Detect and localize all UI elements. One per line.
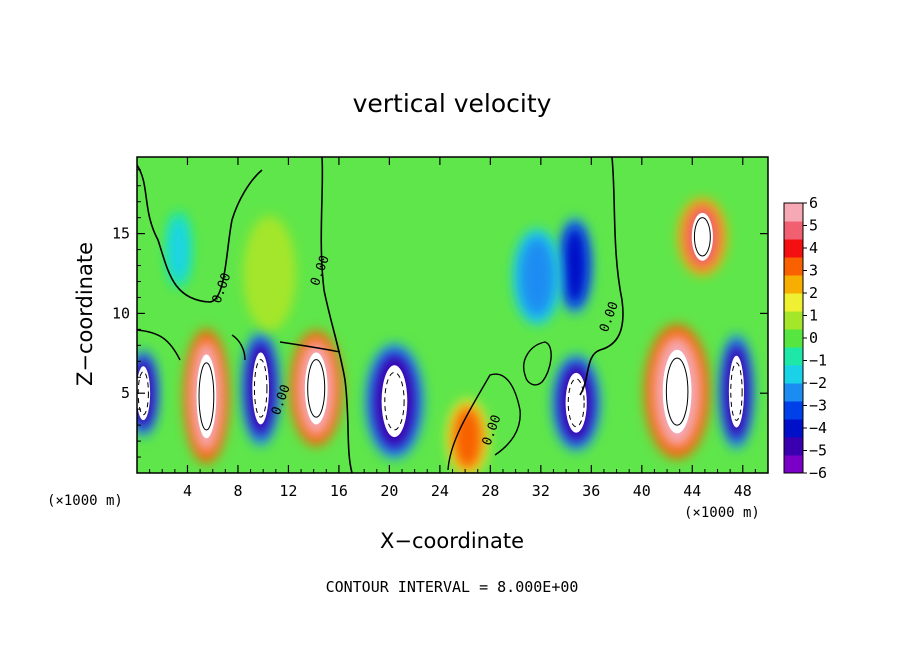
field-cell-contour — [693, 217, 711, 257]
zero-contour-line — [137, 164, 263, 303]
colorbar-band — [784, 275, 803, 294]
y-axis-label: Z−coordinate — [73, 242, 97, 386]
x-tick-label: 36 — [582, 482, 600, 500]
x-tick-label: 48 — [734, 482, 752, 500]
field-cell — [452, 405, 483, 470]
y-tick-label: 10 — [112, 304, 130, 322]
x-axis-ticks: 4 8 12 16 20 24 28 32 36 40 44 48 — [149, 157, 756, 500]
colorbar-band — [784, 257, 803, 276]
x-tick-label: 28 — [481, 482, 499, 500]
colorbar-tick-label: 4 — [809, 239, 818, 257]
colorbar-band — [784, 419, 803, 438]
field-cell-core — [662, 349, 692, 434]
zero-contours — [137, 157, 624, 473]
plot-area: 0.000.000.000.000.00 4 8 12 16 20 24 28 32 36 40 4… — [112, 156, 769, 500]
colorbar-tick-label: −2 — [809, 374, 827, 392]
x-tick-label: 44 — [683, 482, 701, 500]
colorbar-tick-label: 1 — [809, 307, 818, 325]
colorbar-band — [784, 383, 803, 402]
x-tick-label: 12 — [279, 482, 297, 500]
colorbar-band — [784, 221, 803, 240]
x-tick-label: 16 — [330, 482, 348, 500]
x-unit-label-right: (×1000 m) — [684, 505, 760, 521]
field-cell-core — [304, 352, 328, 425]
field-cell-contour — [567, 378, 585, 428]
x-axis-label: X−coordinate — [380, 529, 524, 553]
field-cell-core — [565, 372, 587, 433]
colorbar-band — [784, 203, 803, 222]
colorbar-band — [784, 455, 803, 474]
colorbar-tick-label: 6 — [809, 194, 818, 212]
x-tick-label: 24 — [431, 482, 449, 500]
field-cell — [562, 225, 588, 306]
field-cell-core — [691, 212, 713, 261]
field-cell-contour — [384, 371, 405, 431]
field-cell-contour — [730, 362, 743, 421]
contour-labels: 0.000.000.000.000.00 — [210, 253, 622, 447]
y-tick-label: 5 — [121, 384, 130, 402]
colorbar-tick-label: 0 — [809, 329, 818, 347]
colorbar-tick-label: −3 — [809, 397, 827, 415]
field-cell-core — [381, 365, 408, 438]
x-tick-label: 32 — [532, 482, 550, 500]
field-cell-contour — [307, 359, 326, 418]
zero-contour-line — [523, 341, 552, 386]
colorbar-band — [784, 437, 803, 456]
colorbar-tick-label: −5 — [809, 442, 827, 460]
colorbar-tick-label: −1 — [809, 352, 827, 370]
colorbar-band — [784, 347, 803, 366]
field-cells — [137, 198, 754, 473]
zero-contour-line — [447, 373, 521, 471]
x-tick-label: 40 — [633, 482, 651, 500]
zero-contour-line — [579, 157, 624, 396]
colorbar-band — [784, 293, 803, 312]
x-tick-label: 20 — [380, 482, 398, 500]
y-tick-label: 15 — [112, 225, 130, 243]
colorbar-tick-label: 2 — [809, 284, 818, 302]
colorbar-tick-label: −4 — [809, 419, 827, 437]
field-cell-contour — [253, 359, 268, 418]
colorbar: 6 5 4 3 2 1 0 −1 −2 −3 −4 −5 −6 — [783, 194, 827, 482]
x-tick-label: 4 — [183, 482, 192, 500]
y-axis-ticks: 5 10 15 — [112, 169, 768, 458]
field-cell-contour — [665, 357, 689, 426]
colorbar-band — [784, 311, 803, 330]
colorbar-band — [784, 239, 803, 258]
field-cell — [169, 217, 189, 282]
field-cell — [250, 225, 289, 322]
zero-contour-line — [137, 329, 341, 361]
colorbar-band — [784, 365, 803, 384]
field-cell-core — [728, 355, 745, 428]
zero-contour-line — [320, 157, 353, 473]
contour-interval-note: CONTOUR INTERVAL = 8.000E+00 — [326, 578, 579, 596]
field-cell-core — [252, 352, 270, 425]
colorbar-tick-label: 5 — [809, 217, 818, 235]
x-unit-label-left: (×1000 m) — [47, 493, 123, 509]
colorbar-tick-label: 3 — [809, 262, 818, 280]
field-cell — [519, 236, 555, 317]
x-tick-label: 8 — [233, 482, 242, 500]
field-cell-contour — [198, 362, 215, 431]
colorbar-band — [784, 401, 803, 420]
colorbar-tick-label: −6 — [809, 464, 827, 482]
chart-title: vertical velocity — [353, 89, 552, 118]
field-cell-core — [196, 354, 217, 439]
colorbar-band — [784, 329, 803, 348]
